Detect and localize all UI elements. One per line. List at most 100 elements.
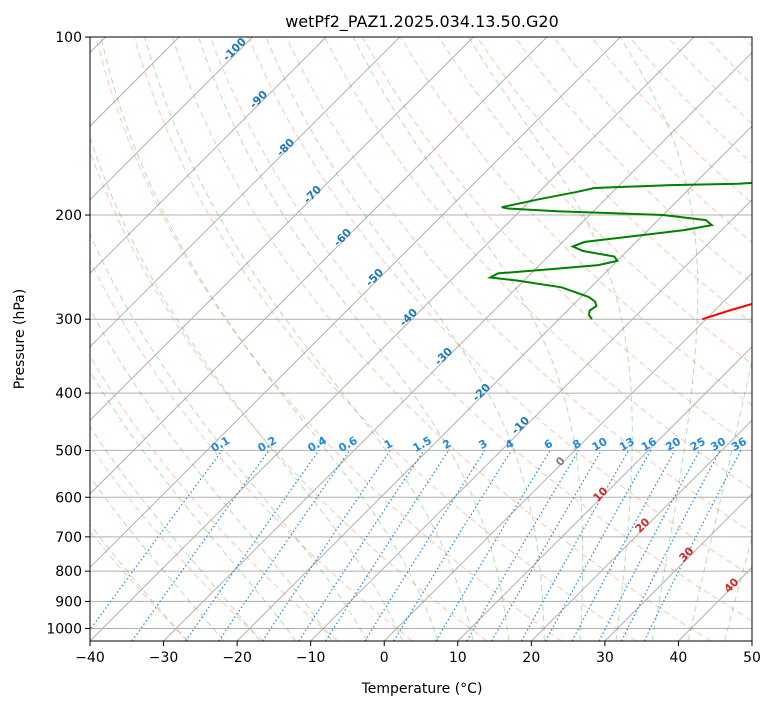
moist-adiabat-line	[761, 37, 775, 641]
isotherm-line	[163, 51, 752, 641]
sounding-traces	[486, 181, 752, 321]
dewpoint-line	[486, 181, 752, 320]
y-tick-label: 600	[55, 490, 82, 506]
mixing-ratio-label: 1	[382, 437, 395, 452]
moist-adiabat-line	[724, 535, 752, 641]
mixing-ratio-label: 2	[440, 437, 453, 452]
mixing-ratio-label: 0.1	[209, 434, 232, 455]
y-axis-label: Pressure (hPa)	[12, 289, 28, 389]
x-axis-label: Temperature (°C)	[361, 681, 483, 697]
moist-adiabat-line	[90, 233, 368, 641]
mixing-ratio-line	[325, 450, 450, 641]
y-tick-label: 400	[55, 386, 82, 402]
isotherm-line	[310, 198, 752, 641]
mixing-ratio-label: 0.6	[336, 434, 360, 455]
moist-adiabat-line	[100, 37, 439, 641]
mixing-ratio-line	[571, 450, 676, 641]
mixing-ratio-line	[131, 450, 270, 641]
mixing-ratio-line	[185, 450, 320, 641]
x-tick-label: 0	[380, 650, 389, 666]
y-tick-label: 300	[55, 312, 82, 328]
moist-adiabat-line	[144, 37, 474, 641]
moist-adiabat-label: 20	[633, 515, 653, 535]
moist-adiabat-line	[265, 37, 545, 641]
dry-adiabat-line	[705, 37, 752, 86]
mixing-ratio-line	[643, 450, 742, 641]
y-tick-label: 1000	[46, 621, 82, 637]
dry-adiabat-line	[171, 37, 712, 641]
moist-adiabat-line	[467, 37, 633, 641]
y-tick-label: 200	[55, 208, 82, 224]
y-tick-label: 700	[55, 530, 82, 546]
x-tick-label: 30	[596, 650, 614, 666]
moist-adiabat-line	[687, 357, 752, 641]
dry-adiabat-line	[247, 37, 752, 577]
mixing-ratio-line	[545, 450, 652, 641]
mixing-ratio-line	[520, 450, 630, 641]
chart-title: wetPf2_PAZ1.2025.034.13.50.G20	[285, 12, 559, 32]
isotherm-label: -60	[331, 226, 354, 249]
moist-adiabat-line	[90, 523, 188, 641]
isotherm-line	[90, 37, 621, 569]
isotherm-label: -20	[470, 381, 493, 404]
mixing-ratio-label: 3	[476, 437, 489, 452]
dry-adiabat-line	[90, 150, 488, 641]
isotherm-line	[90, 37, 474, 422]
isotherm-line	[90, 37, 548, 495]
temperature-line	[701, 302, 752, 321]
isotherm-label: -40	[397, 306, 420, 329]
mixing-ratio-label: 10	[590, 435, 610, 454]
dry-adiabat-line	[514, 37, 752, 284]
dry-adiabat-line	[95, 37, 562, 641]
y-tick-label: 500	[55, 443, 82, 459]
dry-adiabat-line	[552, 37, 752, 244]
mixing-ratio-label: 30	[708, 435, 728, 454]
dry-adiabat-line	[90, 355, 339, 641]
x-tick-label: −10	[296, 650, 326, 666]
mixing-ratio-label: 1.5	[410, 434, 433, 455]
mixing-ratio-line	[364, 450, 486, 641]
isotherm-line	[383, 272, 752, 641]
mixing-ratio-label: 25	[688, 435, 708, 454]
moist-adiabat-line	[90, 307, 333, 641]
isotherm-label: -70	[301, 183, 324, 206]
dry-adiabat-line	[209, 37, 752, 622]
moist-adiabat-line	[198, 37, 510, 641]
x-tick-label: −20	[222, 650, 252, 666]
isotherm-label: -50	[363, 266, 386, 289]
isotherm-line	[90, 37, 327, 274]
mixing-ratio-line	[598, 450, 701, 641]
moist-adiabat-line	[90, 476, 224, 641]
isotherm-line	[457, 346, 752, 641]
mixing-ratio-label: 20	[663, 435, 683, 454]
dry-adiabat-line	[133, 37, 637, 641]
moist-adiabat-line	[90, 136, 404, 641]
y-tick-label: 800	[55, 564, 82, 580]
isotherm-label: -30	[432, 345, 455, 368]
moist-adiabat-label: 30	[677, 544, 697, 564]
dry-adiabat-line	[324, 37, 752, 490]
mixing-ratio-line	[218, 450, 351, 641]
isotherm-line	[90, 37, 254, 201]
moist-adiabat-line	[90, 370, 297, 641]
dry-adiabat-line	[628, 37, 752, 164]
moist-adiabat-line	[90, 425, 261, 641]
mixing-ratio-label: 0.4	[305, 434, 329, 455]
x-tick-label: −40	[75, 650, 105, 666]
dry-adiabat-line	[90, 259, 413, 641]
x-tick-label: 20	[522, 650, 540, 666]
mixing-ratio-line	[393, 450, 512, 641]
dry-adiabat-line	[90, 530, 190, 641]
dry-adiabat-line	[285, 37, 752, 534]
isotherm-label: -80	[274, 136, 297, 159]
isotherm-label: -90	[247, 88, 270, 111]
x-tick-label: 40	[670, 650, 688, 666]
y-tick-label: 900	[55, 594, 82, 610]
isotherm-label: -100	[220, 35, 249, 64]
isotherm-label: -10	[509, 414, 532, 437]
moist-adiabat-line	[619, 37, 699, 641]
isotherm-line	[751, 640, 752, 641]
moist-adiabat-label: 0	[553, 454, 568, 469]
moist-adiabat-label: 40	[722, 575, 742, 595]
